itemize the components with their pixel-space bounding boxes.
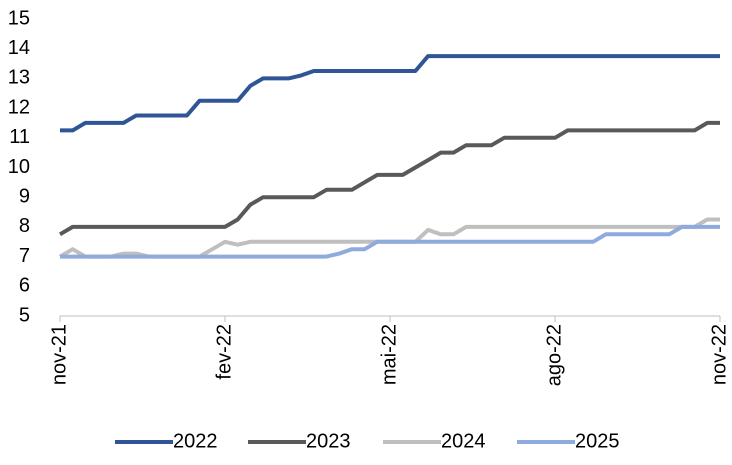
legend-label: 2024	[441, 430, 486, 452]
series-line	[60, 54, 720, 133]
y-tick-label: 6	[19, 275, 30, 297]
series-line	[58, 120, 720, 237]
y-tick-label: 7	[19, 245, 30, 267]
y-tick-label: 5	[19, 304, 30, 326]
y-tick-label: 14	[8, 37, 30, 59]
x-tick-label: ago-22	[543, 324, 565, 386]
x-tick-label: fev-22	[213, 324, 235, 380]
y-tick-label: 15	[8, 7, 30, 29]
y-tick-label: 10	[8, 156, 30, 178]
y-tick-label: 13	[8, 67, 30, 89]
y-tick-label: 12	[8, 96, 30, 118]
y-tick-label: 8	[19, 215, 30, 237]
x-tick-label: nov-21	[48, 324, 70, 385]
legend-label: 2022	[173, 430, 218, 452]
x-tick-label: nov-22	[708, 324, 730, 385]
legend-label: 2023	[306, 430, 351, 452]
x-tick-label: mai-22	[378, 324, 400, 385]
legend-label: 2025	[575, 430, 620, 452]
series-line	[60, 224, 720, 259]
y-tick-label: 9	[19, 185, 30, 207]
y-tick-label: 11	[9, 126, 30, 148]
